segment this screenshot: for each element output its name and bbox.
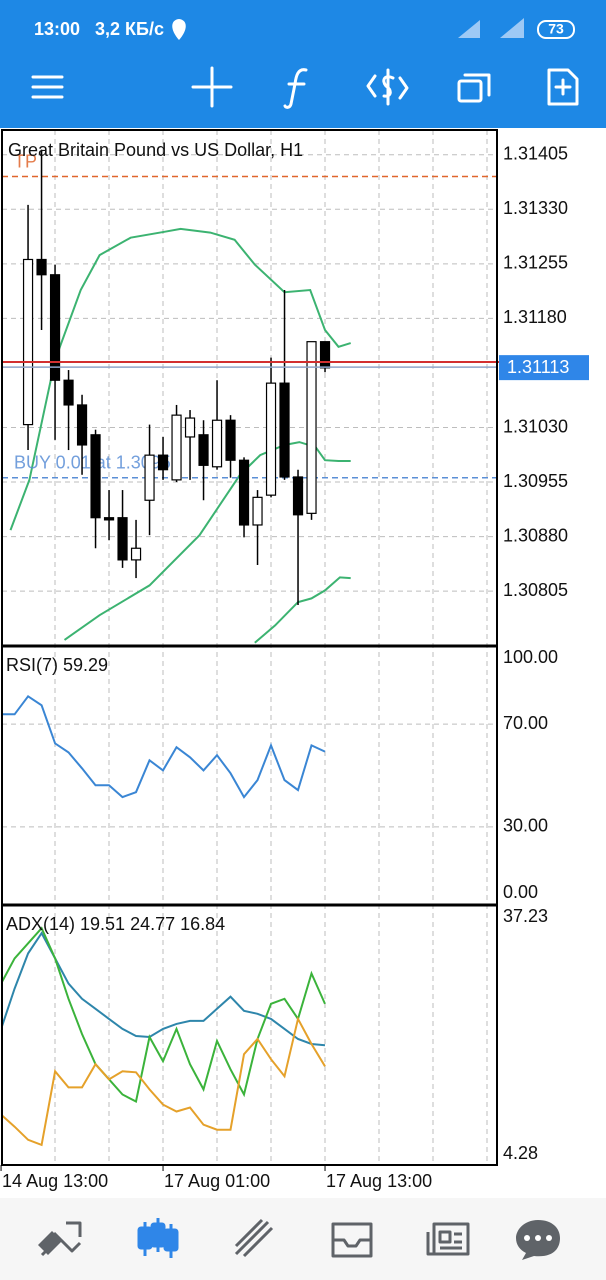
y-tick-label: 1.31030 <box>503 416 568 436</box>
candle-body <box>103 517 115 521</box>
candle-body <box>171 414 182 481</box>
nav-chat[interactable] <box>516 1220 560 1260</box>
y-tick-label: 1.31330 <box>503 198 568 218</box>
candle-body <box>238 459 250 526</box>
y-tick-label: 1.31255 <box>503 253 568 273</box>
signal-icons <box>458 18 524 38</box>
indicator-line <box>2 926 326 1103</box>
windows-button[interactable] <box>457 73 491 103</box>
y-tick-label: 1.31405 <box>503 143 568 163</box>
crosshair-button[interactable] <box>191 66 233 108</box>
indicator-line <box>2 694 326 799</box>
y-tick-label: 1.30880 <box>503 525 568 545</box>
y-tick-label: 37.23 <box>503 906 548 926</box>
adx-title: ADX(14) 19.51 24.77 16.84 <box>6 914 225 934</box>
candle-body <box>22 258 34 426</box>
y-tick-label: 1.31180 <box>503 307 567 327</box>
indicators-button[interactable] <box>283 68 308 109</box>
y-tick-label: 1.30805 <box>503 580 568 600</box>
trade-button[interactable] <box>366 68 409 106</box>
candle-body <box>225 419 236 461</box>
bid-box <box>499 355 589 381</box>
candle-body <box>319 341 331 369</box>
candle-body <box>252 496 263 526</box>
rsi-title: RSI(7) 59.29 <box>6 655 108 675</box>
y-tick-label: 100.00 <box>503 647 558 667</box>
status-speed: 3,2 КБ/с <box>95 19 164 39</box>
candle-body <box>63 379 74 406</box>
candle-body <box>279 382 290 478</box>
nav-history[interactable] <box>331 1222 373 1258</box>
x-tick-label: 17 Aug 13:00 <box>326 1171 432 1191</box>
nav-chart[interactable] <box>137 1218 179 1258</box>
x-tick-label: 17 Aug 01:00 <box>164 1171 270 1191</box>
y-tick-label: 1.30955 <box>503 471 568 491</box>
band-line <box>9 227 351 531</box>
candle-body <box>76 404 88 446</box>
candle-body <box>157 454 169 471</box>
candle-body <box>198 434 209 466</box>
nav-trade[interactable] <box>234 1218 274 1258</box>
candle-body <box>36 258 47 276</box>
nav-quotes[interactable] <box>38 1221 82 1257</box>
indicator-line <box>2 1016 326 1147</box>
y-tick-label: 30.00 <box>503 816 548 836</box>
x-tick-label: 14 Aug 13:00 <box>2 1171 108 1191</box>
panel <box>2 926 326 1147</box>
candle-body <box>292 476 304 516</box>
candle-body <box>130 547 142 561</box>
bottom-nav <box>0 1198 606 1280</box>
bid-label: 1.31113 <box>507 357 569 377</box>
new-order-button[interactable] <box>547 68 579 106</box>
y-tick-label: 70.00 <box>503 713 548 733</box>
candle-body <box>211 419 223 468</box>
candle-body <box>49 274 61 381</box>
band-line <box>254 576 351 644</box>
chart-title: Great Britain Pound vs US Dollar, H1 <box>8 140 303 160</box>
panel-frames <box>1 129 498 1166</box>
candle-body <box>90 434 101 519</box>
candle-body <box>265 382 277 496</box>
candle-body <box>144 454 155 501</box>
order-label: TP <box>14 151 37 171</box>
candle-body <box>184 417 196 438</box>
app-bar <box>0 0 606 128</box>
candle-body <box>306 341 317 514</box>
nav-news[interactable] <box>426 1222 470 1256</box>
menu-button[interactable] <box>31 75 64 99</box>
y-tick-label: 0.00 <box>503 882 538 902</box>
panel <box>2 647 497 904</box>
location-icon <box>172 19 186 40</box>
y-tick-label: 4.28 <box>503 1143 538 1163</box>
battery-level: 73 <box>548 21 564 37</box>
battery-icon <box>537 20 575 39</box>
candle-body <box>117 517 128 561</box>
status-time: 13:00 <box>34 19 80 39</box>
